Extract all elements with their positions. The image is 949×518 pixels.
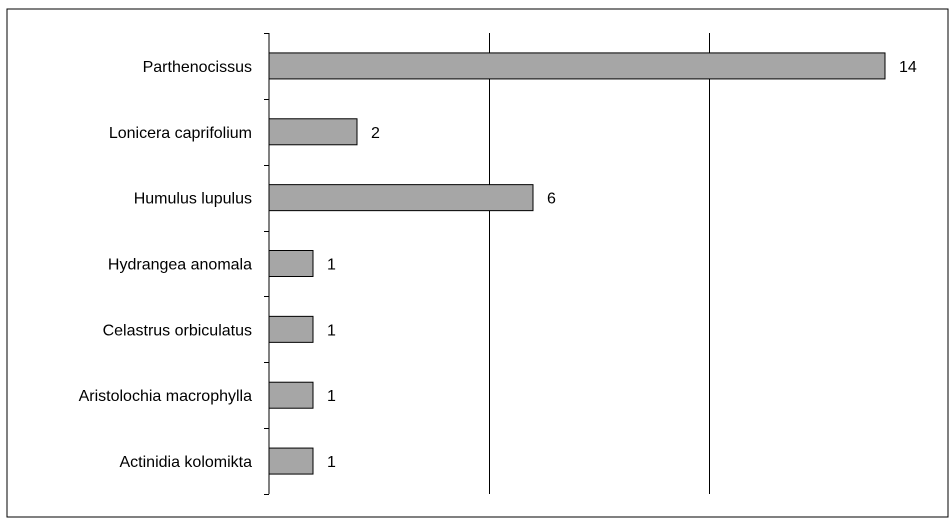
bar [268,184,534,212]
bar [268,447,314,475]
category-label: Lonicera caprifolium [109,125,252,142]
bar [268,52,886,80]
category-labels: Parthenocissus Lonicera caprifolium Humulu… [79,59,253,471]
data-label: 2 [371,125,380,142]
bar [268,118,358,146]
grid-lines [489,33,710,494]
y-axis-ticks [264,33,269,495]
data-label: 1 [327,454,336,471]
bar [268,315,314,343]
data-label: 1 [327,388,336,405]
data-label: 1 [327,322,336,339]
category-label: Hydrangea anomala [108,257,252,274]
value-labels: 14 2 6 1 1 1 1 [327,59,917,471]
data-label: 1 [327,257,336,274]
chart-border [6,8,949,518]
category-label: Parthenocissus [143,59,252,76]
data-label: 6 [547,191,556,208]
data-label: 14 [899,59,917,76]
category-label: Actinidia kolomikta [120,454,253,471]
category-label: Humulus lupulus [134,191,252,208]
category-label: Aristolochia macrophylla [79,388,253,405]
bars [268,52,886,475]
category-label: Celastrus orbiculatus [103,322,252,339]
bar [268,381,314,409]
bar [268,250,314,277]
